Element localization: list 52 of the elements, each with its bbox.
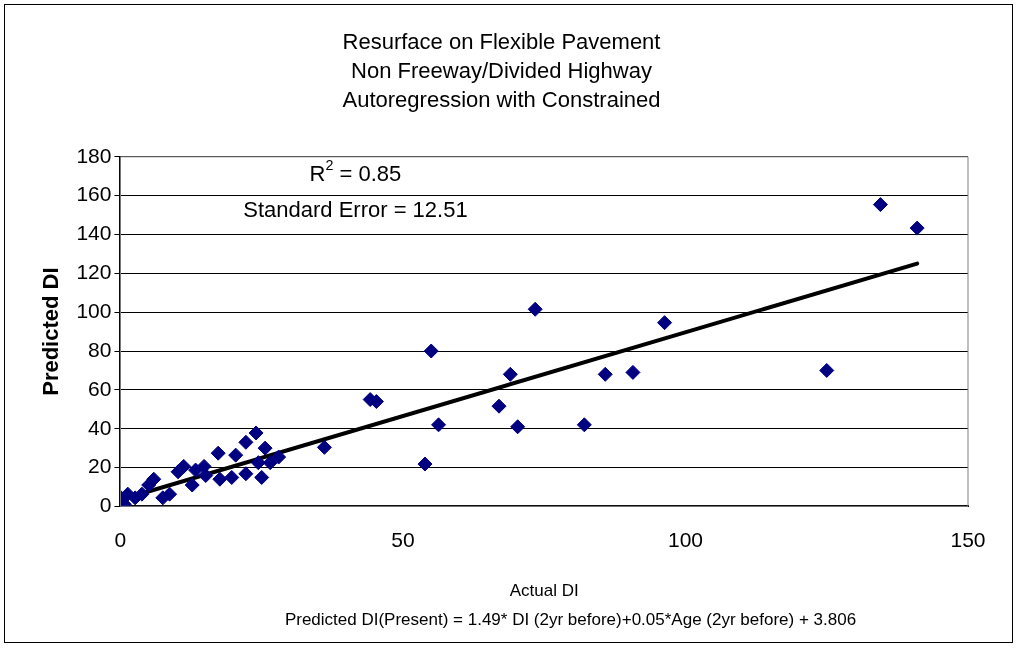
point	[819, 362, 835, 378]
y-axis-title: Predicted DI	[38, 267, 64, 396]
point	[238, 434, 254, 450]
annotation: Standard Error = 12.51	[243, 196, 468, 222]
point	[262, 455, 278, 471]
y-tick-label: 20	[88, 454, 112, 478]
x-tick-label: 150	[950, 527, 986, 551]
point	[909, 220, 925, 236]
point	[224, 469, 240, 485]
point	[210, 445, 226, 461]
point	[238, 466, 254, 482]
y-tick-label: 180	[76, 143, 112, 167]
point	[510, 419, 526, 435]
point	[527, 301, 543, 317]
point	[162, 486, 178, 502]
point	[502, 366, 518, 382]
y-tick-label: 60	[88, 376, 112, 400]
x-tick-label: 100	[667, 527, 703, 551]
y-tick-label: 140	[76, 221, 112, 245]
point	[184, 477, 200, 493]
y-tick-label: 120	[76, 260, 112, 284]
x-axis-title: Actual DI	[509, 581, 579, 601]
point	[872, 197, 888, 213]
chart-title: Resurface on Flexible Pavement Non Freeway/Divided Highway Autoregression with Constrained	[342, 29, 661, 112]
point	[198, 468, 214, 484]
y-tick-label: 160	[76, 182, 112, 206]
y-tick-label: 100	[76, 298, 112, 322]
x-tick-label: 50	[391, 527, 415, 551]
point	[146, 471, 162, 487]
point	[417, 456, 433, 472]
point	[212, 471, 228, 487]
point	[625, 364, 641, 380]
point	[431, 417, 447, 433]
point	[271, 449, 287, 465]
point	[257, 440, 273, 456]
y-tick-label: 40	[88, 415, 112, 439]
text: Predicted DI(Present) = 1.49* DI (2yr before)+0.05*Age (2yr before) + 3.806	[284, 609, 857, 629]
point	[597, 366, 613, 382]
point	[248, 425, 264, 441]
point	[423, 343, 439, 359]
point	[134, 486, 150, 502]
point	[228, 447, 244, 463]
y-tick-label: 80	[88, 337, 112, 361]
y-tick-label: 0	[99, 493, 112, 517]
point	[657, 315, 673, 331]
point	[491, 398, 507, 414]
point	[576, 417, 592, 433]
point	[254, 469, 270, 485]
point	[316, 439, 332, 455]
point	[250, 455, 266, 471]
point	[176, 458, 192, 474]
x-tick-label: 0	[114, 527, 127, 551]
